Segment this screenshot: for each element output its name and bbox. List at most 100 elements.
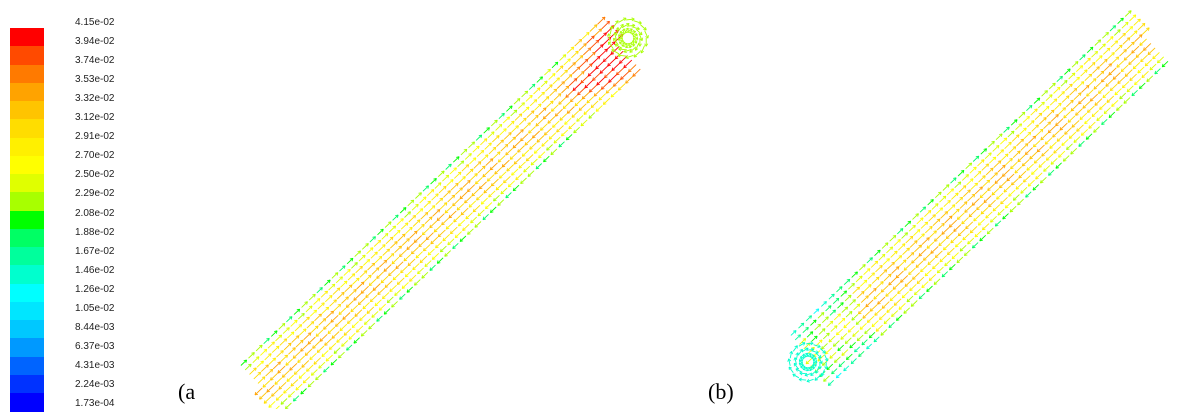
velocity-vector bbox=[266, 369, 273, 376]
velocity-vector bbox=[367, 248, 373, 254]
velocity-vector bbox=[861, 296, 868, 303]
velocity-vector bbox=[875, 309, 882, 316]
velocity-vector bbox=[349, 333, 355, 339]
velocity-vector bbox=[563, 102, 570, 109]
velocity-vector bbox=[385, 281, 392, 288]
velocity-vector bbox=[322, 307, 329, 313]
velocity-vector bbox=[326, 355, 333, 361]
velocity-vector bbox=[406, 227, 413, 233]
velocity-vector bbox=[448, 239, 454, 245]
velocity-vector bbox=[560, 55, 566, 61]
velocity-vector bbox=[539, 108, 546, 115]
velocity-vector bbox=[978, 219, 984, 225]
velocity-vector bbox=[1077, 82, 1084, 88]
velocity-vector bbox=[466, 213, 473, 219]
velocity-vector bbox=[584, 64, 592, 71]
velocity-vector bbox=[588, 69, 596, 77]
velocity-vector bbox=[423, 244, 430, 251]
velocity-vector bbox=[544, 128, 551, 135]
velocity-vector bbox=[432, 194, 439, 200]
velocity-vector bbox=[370, 295, 377, 302]
velocity-vector bbox=[273, 362, 280, 369]
velocity-vector bbox=[466, 169, 473, 176]
velocity-vector bbox=[438, 230, 445, 237]
velocity-vector bbox=[394, 230, 401, 236]
velocity-vector bbox=[1083, 101, 1090, 108]
velocity-vector bbox=[358, 298, 365, 305]
velocity-vector bbox=[1087, 90, 1094, 97]
velocity-vector bbox=[829, 336, 835, 342]
velocity-vector bbox=[485, 143, 492, 150]
velocity-vector bbox=[1016, 183, 1023, 189]
velocity-vector bbox=[440, 203, 447, 210]
velocity-vector bbox=[496, 184, 503, 191]
velocity-vector bbox=[434, 225, 441, 232]
velocity-vector bbox=[626, 76, 633, 83]
velocity-vector bbox=[999, 181, 1006, 188]
velocity-vector bbox=[270, 373, 277, 380]
velocity-vector bbox=[978, 160, 985, 166]
velocity-vector bbox=[501, 188, 507, 194]
velocity-vector bbox=[925, 226, 932, 233]
velocity-vector bbox=[1006, 158, 1013, 165]
velocity-vector bbox=[1054, 87, 1061, 93]
panel-a-vector-plot bbox=[241, 17, 649, 409]
velocity-vector bbox=[936, 208, 942, 214]
velocity-vector bbox=[1027, 164, 1034, 170]
velocity-vector bbox=[342, 340, 348, 346]
velocity-vector bbox=[882, 302, 889, 309]
velocity-vector bbox=[561, 130, 567, 136]
velocity-vector bbox=[933, 219, 940, 226]
velocity-vector bbox=[369, 279, 376, 286]
velocity-vector bbox=[607, 34, 608, 37]
velocity-vector bbox=[1001, 154, 1008, 160]
velocity-vector bbox=[993, 205, 1000, 211]
velocity-vector bbox=[445, 206, 452, 213]
velocity-vector bbox=[1007, 174, 1014, 181]
velocity-vector bbox=[542, 140, 549, 146]
velocity-vector bbox=[1104, 64, 1111, 71]
velocity-vector bbox=[326, 311, 333, 318]
velocity-vector bbox=[282, 371, 289, 378]
velocity-vector bbox=[499, 172, 506, 178]
velocity-vector bbox=[565, 118, 572, 124]
velocity-vector bbox=[890, 235, 896, 241]
velocity-vector bbox=[269, 358, 276, 364]
velocity-vector bbox=[335, 320, 342, 327]
velocity-vector bbox=[361, 286, 368, 293]
velocity-vector bbox=[1080, 113, 1087, 120]
velocity-vector bbox=[1032, 168, 1038, 174]
velocity-vector bbox=[1092, 51, 1098, 57]
velocity-vector bbox=[521, 134, 528, 141]
velocity-vector bbox=[1005, 142, 1012, 149]
velocity-vector bbox=[967, 179, 974, 185]
velocity-vector bbox=[962, 217, 969, 224]
velocity-vector bbox=[407, 243, 414, 250]
velocity-vector bbox=[455, 188, 462, 195]
velocity-vector bbox=[975, 187, 982, 194]
velocity-vector bbox=[892, 267, 899, 274]
velocity-vector bbox=[546, 101, 553, 108]
velocity-vector bbox=[952, 209, 959, 216]
velocity-vector bbox=[351, 305, 358, 312]
velocity-vector bbox=[278, 366, 285, 373]
velocity-vector bbox=[286, 359, 293, 366]
velocity-vector bbox=[1082, 85, 1089, 92]
velocity-vector bbox=[340, 324, 347, 331]
velocity-vector bbox=[1041, 133, 1048, 140]
velocity-vector bbox=[526, 155, 533, 162]
velocity-vector bbox=[462, 165, 469, 172]
velocity-vector bbox=[461, 208, 468, 215]
velocity-vector bbox=[527, 111, 534, 118]
velocity-vector bbox=[572, 111, 579, 118]
velocity-vector bbox=[355, 310, 362, 317]
velocity-vector bbox=[1089, 79, 1096, 86]
velocity-vector bbox=[979, 176, 986, 183]
velocity-vector bbox=[1020, 128, 1027, 134]
velocity-vector bbox=[343, 313, 350, 320]
velocity-vector bbox=[451, 183, 458, 190]
velocity-vector bbox=[453, 199, 460, 206]
velocity-vector bbox=[611, 91, 618, 97]
velocity-vector bbox=[1004, 186, 1011, 193]
velocity-vector bbox=[522, 150, 529, 156]
